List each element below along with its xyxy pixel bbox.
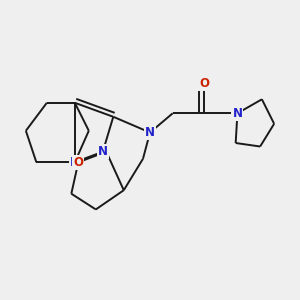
- Text: N: N: [98, 145, 108, 158]
- Text: N: N: [145, 126, 155, 139]
- Text: N: N: [232, 107, 242, 120]
- Text: N: N: [70, 156, 80, 169]
- Text: O: O: [199, 77, 209, 90]
- Text: O: O: [73, 156, 83, 169]
